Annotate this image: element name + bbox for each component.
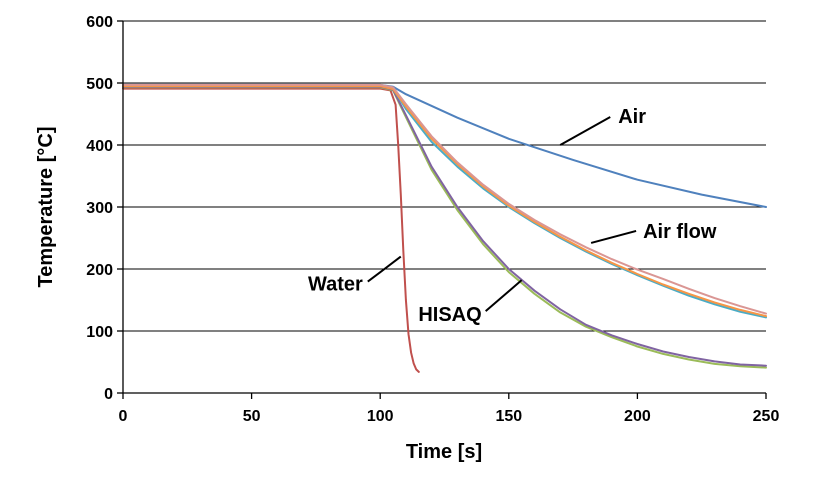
annotation-leader-2 xyxy=(590,229,637,244)
y-tick-label: 600 xyxy=(86,14,113,31)
x-axis-title: Time [s] xyxy=(406,441,482,463)
y-tick-label: 200 xyxy=(86,262,113,279)
annotations: Air Air flow Water HISAQ xyxy=(308,106,717,326)
annotation-label-2: Air flow xyxy=(643,221,717,243)
x-tick-label: 100 xyxy=(367,408,394,425)
y-tick-label: 100 xyxy=(86,324,113,341)
annotation-label-3: Water xyxy=(308,274,363,296)
x-tick-label: 150 xyxy=(495,408,522,425)
axes xyxy=(117,20,767,399)
series-line-7 xyxy=(122,83,767,315)
series-line-2 xyxy=(122,87,420,373)
y-tick-label: 500 xyxy=(86,76,113,93)
series-line-6 xyxy=(122,85,767,318)
annotation-label-1: Air xyxy=(618,106,646,128)
tick-labels: 0 100 200 300 400 500 600 0 50 100 150 200 250 xyxy=(86,14,779,425)
x-tick-label: 250 xyxy=(753,408,780,425)
x-tick-label: 200 xyxy=(624,408,651,425)
annotation-leader-1 xyxy=(559,116,611,146)
y-tick-label: 400 xyxy=(86,138,113,155)
y-tick-label: 0 xyxy=(104,386,113,403)
annotation-leader-3 xyxy=(367,255,402,283)
y-axis-title: Temperature [°C] xyxy=(35,127,57,288)
gridlines xyxy=(123,20,766,332)
y-tick-label: 300 xyxy=(86,200,113,217)
x-tick-label: 0 xyxy=(119,408,128,425)
annotation-label-4: HISAQ xyxy=(418,304,481,326)
series-lines xyxy=(122,83,767,373)
annotation-leader-4 xyxy=(485,279,523,312)
series-line-5 xyxy=(122,84,767,319)
x-tick-label: 50 xyxy=(243,408,261,425)
series-line-4 xyxy=(122,85,767,367)
